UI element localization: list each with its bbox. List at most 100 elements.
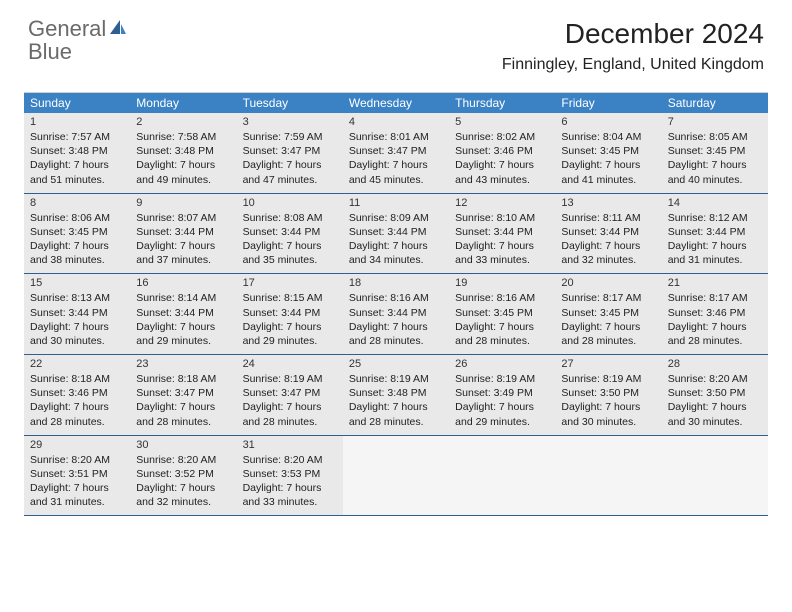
daylight-text: Daylight: 7 hours [136, 481, 230, 495]
sunset-text: Sunset: 3:51 PM [30, 467, 124, 481]
weekday-header: Tuesday [237, 93, 343, 113]
day-number: 31 [243, 439, 337, 451]
logo-text: General Blue [28, 18, 128, 64]
daylight-text: and 31 minutes. [30, 495, 124, 509]
daylight-text: and 28 minutes. [349, 415, 443, 429]
week-row: 8Sunrise: 8:06 AMSunset: 3:45 PMDaylight… [24, 194, 768, 275]
sunset-text: Sunset: 3:44 PM [561, 225, 655, 239]
day-number: 6 [561, 116, 655, 128]
sunset-text: Sunset: 3:46 PM [455, 144, 549, 158]
location-text: Finningley, England, United Kingdom [502, 56, 764, 74]
daylight-text: Daylight: 7 hours [136, 320, 230, 334]
sunrise-text: Sunrise: 8:05 AM [668, 130, 762, 144]
daylight-text: Daylight: 7 hours [30, 239, 124, 253]
daylight-text: and 28 minutes. [243, 415, 337, 429]
day-number: 18 [349, 277, 443, 289]
sunset-text: Sunset: 3:48 PM [136, 144, 230, 158]
daylight-text: Daylight: 7 hours [30, 158, 124, 172]
day-cell: 31Sunrise: 8:20 AMSunset: 3:53 PMDayligh… [237, 436, 343, 516]
day-cell: 7Sunrise: 8:05 AMSunset: 3:45 PMDaylight… [662, 113, 768, 193]
daylight-text: and 32 minutes. [136, 495, 230, 509]
daylight-text: Daylight: 7 hours [561, 400, 655, 414]
sunrise-text: Sunrise: 7:57 AM [30, 130, 124, 144]
daylight-text: Daylight: 7 hours [136, 158, 230, 172]
logo-text-blue: Blue [28, 39, 72, 64]
daylight-text: and 29 minutes. [455, 415, 549, 429]
sunrise-text: Sunrise: 8:17 AM [668, 291, 762, 305]
daylight-text: Daylight: 7 hours [561, 320, 655, 334]
day-cell: 5Sunrise: 8:02 AMSunset: 3:46 PMDaylight… [449, 113, 555, 193]
sunrise-text: Sunrise: 8:18 AM [136, 372, 230, 386]
sunrise-text: Sunrise: 8:13 AM [30, 291, 124, 305]
sunrise-text: Sunrise: 8:18 AM [30, 372, 124, 386]
sunrise-text: Sunrise: 7:59 AM [243, 130, 337, 144]
weekday-header: Saturday [662, 93, 768, 113]
sunset-text: Sunset: 3:44 PM [455, 225, 549, 239]
daylight-text: Daylight: 7 hours [30, 320, 124, 334]
week-row: 15Sunrise: 8:13 AMSunset: 3:44 PMDayligh… [24, 274, 768, 355]
day-cell: 26Sunrise: 8:19 AMSunset: 3:49 PMDayligh… [449, 355, 555, 435]
daylight-text: Daylight: 7 hours [136, 400, 230, 414]
day-number: 24 [243, 358, 337, 370]
daylight-text: and 29 minutes. [243, 334, 337, 348]
daylight-text: and 30 minutes. [561, 415, 655, 429]
daylight-text: and 28 minutes. [349, 334, 443, 348]
day-cell: 30Sunrise: 8:20 AMSunset: 3:52 PMDayligh… [130, 436, 236, 516]
sunset-text: Sunset: 3:49 PM [455, 386, 549, 400]
sunset-text: Sunset: 3:47 PM [349, 144, 443, 158]
daylight-text: and 43 minutes. [455, 173, 549, 187]
day-cell: 8Sunrise: 8:06 AMSunset: 3:45 PMDaylight… [24, 194, 130, 274]
daylight-text: Daylight: 7 hours [243, 320, 337, 334]
weekday-header: Wednesday [343, 93, 449, 113]
day-cell: 21Sunrise: 8:17 AMSunset: 3:46 PMDayligh… [662, 274, 768, 354]
day-number: 5 [455, 116, 549, 128]
day-number: 25 [349, 358, 443, 370]
day-number: 22 [30, 358, 124, 370]
sunrise-text: Sunrise: 8:02 AM [455, 130, 549, 144]
daylight-text: and 33 minutes. [243, 495, 337, 509]
day-cell: 16Sunrise: 8:14 AMSunset: 3:44 PMDayligh… [130, 274, 236, 354]
day-cell-empty [449, 436, 555, 516]
daylight-text: Daylight: 7 hours [349, 400, 443, 414]
daylight-text: Daylight: 7 hours [243, 239, 337, 253]
day-cell: 1Sunrise: 7:57 AMSunset: 3:48 PMDaylight… [24, 113, 130, 193]
sunset-text: Sunset: 3:46 PM [668, 306, 762, 320]
day-cell: 14Sunrise: 8:12 AMSunset: 3:44 PMDayligh… [662, 194, 768, 274]
weekday-header: Sunday [24, 93, 130, 113]
sunrise-text: Sunrise: 8:16 AM [349, 291, 443, 305]
day-cell-empty [343, 436, 449, 516]
sunset-text: Sunset: 3:52 PM [136, 467, 230, 481]
day-cell: 18Sunrise: 8:16 AMSunset: 3:44 PMDayligh… [343, 274, 449, 354]
weekday-header: Friday [555, 93, 661, 113]
day-number: 10 [243, 197, 337, 209]
sunrise-text: Sunrise: 8:14 AM [136, 291, 230, 305]
sunrise-text: Sunrise: 8:04 AM [561, 130, 655, 144]
day-cell-empty [555, 436, 661, 516]
day-cell: 19Sunrise: 8:16 AMSunset: 3:45 PMDayligh… [449, 274, 555, 354]
sunset-text: Sunset: 3:50 PM [561, 386, 655, 400]
daylight-text: and 34 minutes. [349, 253, 443, 267]
sunset-text: Sunset: 3:45 PM [561, 144, 655, 158]
sunset-text: Sunset: 3:44 PM [243, 225, 337, 239]
day-number: 9 [136, 197, 230, 209]
header: General Blue December 2024 Finningley, E… [0, 0, 792, 82]
sunrise-text: Sunrise: 8:15 AM [243, 291, 337, 305]
daylight-text: and 45 minutes. [349, 173, 443, 187]
day-number: 8 [30, 197, 124, 209]
sunrise-text: Sunrise: 8:06 AM [30, 211, 124, 225]
daylight-text: and 47 minutes. [243, 173, 337, 187]
sunrise-text: Sunrise: 8:19 AM [349, 372, 443, 386]
day-cell: 17Sunrise: 8:15 AMSunset: 3:44 PMDayligh… [237, 274, 343, 354]
day-number: 16 [136, 277, 230, 289]
day-number: 15 [30, 277, 124, 289]
sunrise-text: Sunrise: 8:20 AM [243, 453, 337, 467]
day-cell: 15Sunrise: 8:13 AMSunset: 3:44 PMDayligh… [24, 274, 130, 354]
day-cell: 20Sunrise: 8:17 AMSunset: 3:45 PMDayligh… [555, 274, 661, 354]
daylight-text: and 28 minutes. [561, 334, 655, 348]
daylight-text: and 51 minutes. [30, 173, 124, 187]
day-cell: 24Sunrise: 8:19 AMSunset: 3:47 PMDayligh… [237, 355, 343, 435]
day-number: 17 [243, 277, 337, 289]
sunset-text: Sunset: 3:46 PM [30, 386, 124, 400]
logo: General Blue [28, 18, 128, 64]
day-cell: 22Sunrise: 8:18 AMSunset: 3:46 PMDayligh… [24, 355, 130, 435]
